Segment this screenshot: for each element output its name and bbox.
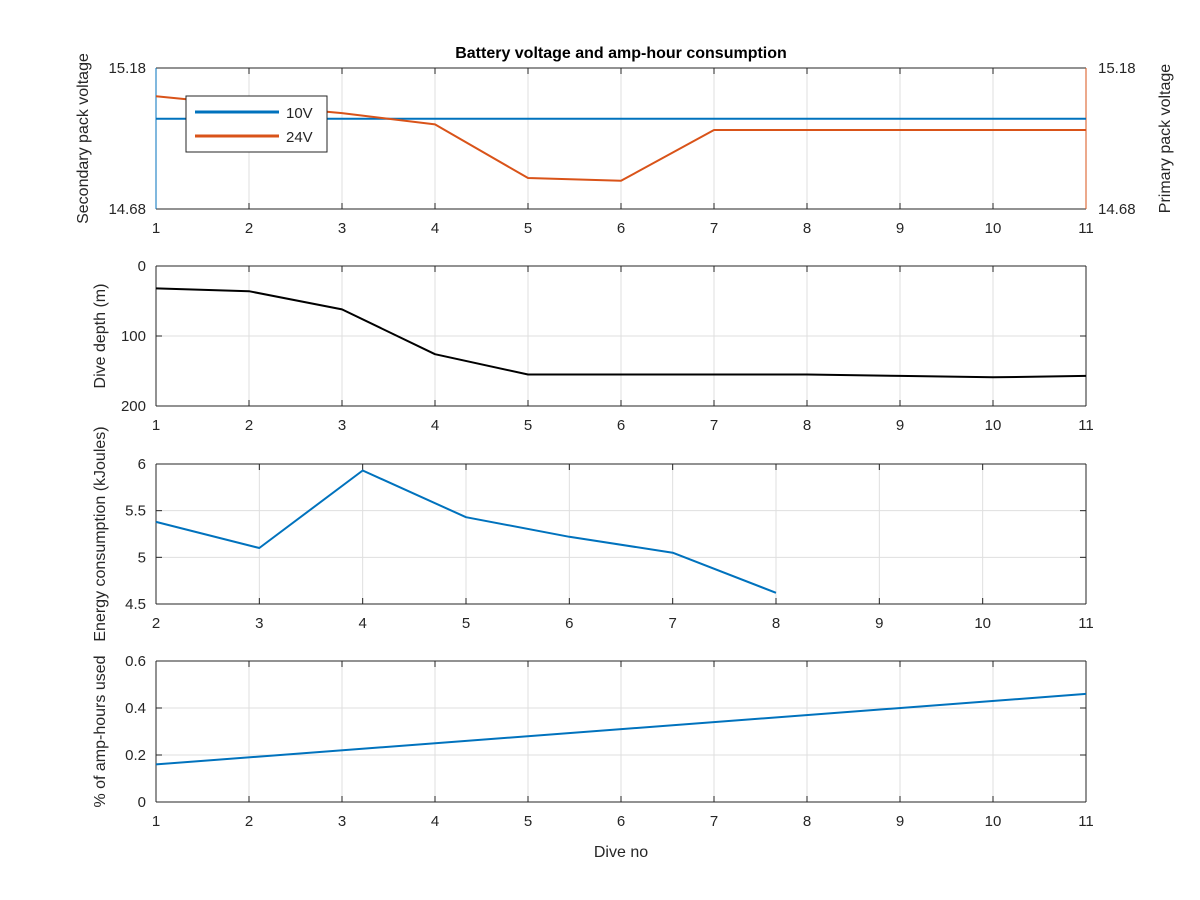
x-tick-label: 7: [668, 615, 676, 632]
y-tick-label: 200: [121, 398, 146, 415]
y-tick-label: 6: [138, 456, 146, 473]
x-tick-label: 8: [803, 813, 811, 830]
y-tick-label: 14.68: [108, 201, 146, 218]
x-tick-label: 3: [338, 220, 346, 237]
y-tick-label: 15.18: [108, 60, 146, 77]
subplot-4: 1 2 3 4 5 6 7 8 9 10 11 0 0.2 0.4 0.6 % of amp-hours us…: [92, 653, 1094, 861]
x-tick-label: 11: [1078, 615, 1094, 632]
x-tick-label: 2: [245, 417, 253, 434]
x-tick-label: 1: [152, 813, 160, 830]
x-tick-label: 7: [710, 813, 718, 830]
series-line: [155, 692, 1087, 766]
x-tick-label: 8: [803, 220, 811, 237]
x-tick-label: 5: [524, 220, 532, 237]
y-right-tick-label: 14.68: [1098, 201, 1136, 218]
x-tick-label: 7: [710, 417, 718, 434]
x-tick-label: 11: [1078, 813, 1094, 830]
y-axis-label: Dive depth (m): [92, 284, 109, 389]
x-tick-label: 11: [1078, 220, 1094, 237]
x-tick-label: 9: [896, 813, 904, 830]
subplot-1: 1 2 3 4 5 6 7 8 9 10 1114.6815.1814.6815.18Seconda…: [75, 45, 1174, 237]
x-tick-label: 10: [985, 813, 1002, 830]
x-tick-label: 6: [617, 417, 625, 434]
series-line: [155, 469, 777, 594]
x-tick-label: 4: [431, 417, 439, 434]
y-tick-label: 5.5: [125, 503, 146, 520]
y-tick-label: 5: [138, 549, 146, 566]
x-tick-label: 4: [431, 220, 439, 237]
x-tick-label: 3: [255, 615, 263, 632]
x-tick-label: 8: [772, 615, 780, 632]
y-tick-label: 0: [138, 258, 146, 275]
subplot-2: 1 2 3 4 5 6 7 8 9 10 11 0 100 200 Dive depth (m): [92, 258, 1094, 434]
y-tick-label: 0.6: [125, 653, 146, 670]
x-axis-label: Dive no: [594, 844, 648, 861]
x-tick-label: 5: [524, 813, 532, 830]
x-tick-label: 5: [462, 615, 470, 632]
legend-label-10v: 10V: [286, 105, 313, 122]
y-tick-label: 0.2: [125, 747, 146, 764]
x-tick-label: 11: [1078, 417, 1094, 434]
y-axis-label: Energy consumption (kJoules): [92, 426, 109, 641]
x-tick-label: 2: [245, 813, 253, 830]
subplot-3: 2 3 4 5 6 7 8 9 10 11 4.5 5 5.5 6 Energy consumption (…: [92, 426, 1094, 641]
legend-box: [185, 95, 328, 153]
x-tick-label: 2: [245, 220, 253, 237]
x-tick-label: 4: [358, 615, 366, 632]
y-tick-label: 4.5: [125, 596, 146, 613]
chart-title: Battery voltage and amp-hour consumption: [455, 45, 787, 62]
x-tick-label: 6: [617, 220, 625, 237]
y-axis-label: % of amp-hours used: [92, 655, 109, 807]
x-tick-label: 1: [152, 417, 160, 434]
series-line: [155, 287, 1087, 379]
y-right-axis-label: Primary pack voltage: [1157, 64, 1174, 213]
x-tick-label: 4: [431, 813, 439, 830]
x-tick-label: 1: [152, 220, 160, 237]
x-tick-label: 10: [985, 417, 1002, 434]
x-tick-label: 9: [896, 220, 904, 237]
x-tick-label: 2: [152, 615, 160, 632]
x-tick-label: 10: [985, 220, 1002, 237]
legend-label-24v: 24V: [286, 129, 313, 146]
plot-area: [156, 464, 1086, 604]
y-tick-label: 100: [121, 328, 146, 345]
x-tick-label: 7: [710, 220, 718, 237]
y-tick-label: 0: [138, 794, 146, 811]
y-right-tick-label: 15.18: [1098, 60, 1136, 77]
x-tick-label: 8: [803, 417, 811, 434]
x-tick-label: 6: [617, 813, 625, 830]
x-tick-label: 9: [875, 615, 883, 632]
x-tick-label: 6: [565, 615, 573, 632]
x-tick-label: 3: [338, 417, 346, 434]
y-tick-label: 0.4: [125, 700, 146, 717]
x-tick-label: 10: [974, 615, 991, 632]
x-tick-label: 5: [524, 417, 532, 434]
x-tick-label: 9: [896, 417, 904, 434]
x-tick-label: 3: [338, 813, 346, 830]
y-axis-label: Secondary pack voltage: [75, 53, 92, 224]
